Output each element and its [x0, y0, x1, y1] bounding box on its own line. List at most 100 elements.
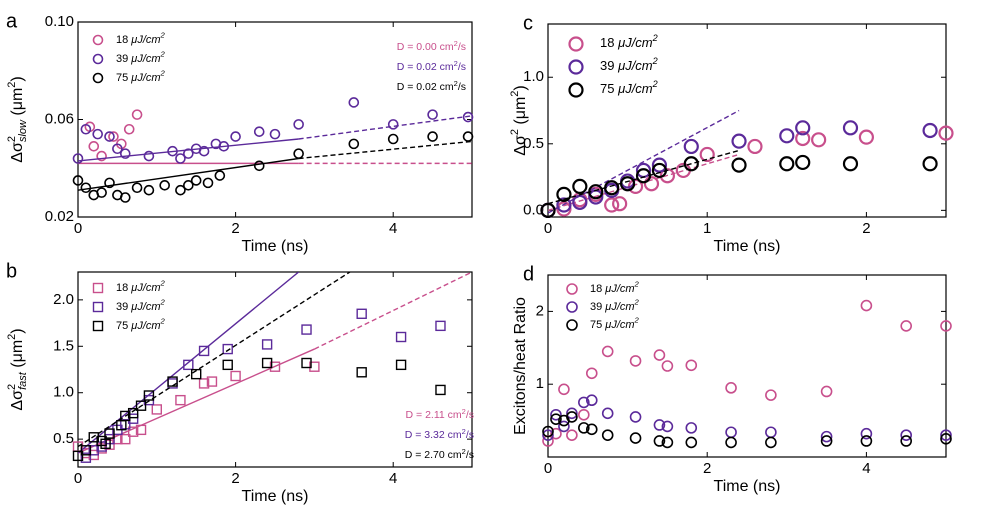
data-point	[206, 376, 218, 387]
data-point	[222, 359, 233, 371]
legend-label: 39 μJ/cm2	[116, 298, 166, 313]
y-tick-label: 1	[536, 375, 544, 392]
legend-label: 18 μJ/cm2	[116, 31, 166, 46]
data-point	[131, 109, 143, 120]
data-point	[127, 407, 139, 419]
data-point	[356, 367, 367, 378]
y-tick-label: 0.02	[45, 208, 74, 225]
legend-label: 18 μJ/cm2	[116, 279, 166, 294]
panel-b: 0 2 4 0.5 1.0 1.5 2.0 Time (ns) Δσ2fast (μm2) b 18…	[6, 260, 474, 505]
data-point	[435, 384, 446, 396]
data-point	[585, 394, 598, 407]
annotation: D = 3.32 cm2/s	[405, 427, 474, 441]
data-point	[820, 430, 833, 443]
data-point	[143, 184, 155, 196]
data-point	[427, 131, 438, 142]
y-tick-label: 1.5	[53, 337, 74, 354]
data-point	[940, 432, 952, 445]
data-point	[604, 197, 620, 213]
data-point	[293, 119, 304, 130]
x-tick-label: 4	[389, 470, 397, 487]
data-point	[301, 357, 312, 369]
data-point	[731, 157, 747, 173]
panel-label: b	[6, 260, 17, 282]
data-point	[550, 427, 562, 440]
y-tick-label: 0.5	[53, 430, 74, 447]
fit-line-dashed	[314, 272, 472, 350]
legend: 18 μJ/cm2 39 μJ/cm2 75 μJ/cm2	[92, 31, 166, 84]
data-point	[842, 156, 859, 172]
series-markers-1	[542, 394, 952, 443]
series-markers-2	[72, 131, 474, 203]
plot-frame	[547, 274, 947, 458]
data-point	[566, 429, 578, 441]
data-point	[725, 436, 737, 449]
series-markers-1	[80, 308, 446, 463]
series-1	[78, 272, 300, 454]
legend-marker	[92, 72, 104, 84]
data-point	[202, 177, 214, 189]
data-point	[462, 111, 474, 123]
legend-marker	[92, 320, 104, 332]
annotation: D = 2.70 cm2/s	[405, 447, 474, 461]
data-point	[387, 119, 399, 130]
data-point	[566, 411, 578, 423]
fit-line	[78, 348, 315, 454]
data-point	[900, 320, 913, 332]
y-axis-label: Δσ2slow (μm2)	[6, 76, 29, 162]
data-point	[301, 324, 312, 335]
data-point	[218, 141, 230, 152]
data-point	[699, 146, 715, 163]
data-point	[253, 160, 265, 172]
annotation: D = 2.11 cm2/s	[406, 407, 474, 421]
data-point	[556, 186, 572, 202]
y-axis-label: Δσ2 (μm2)	[509, 85, 529, 155]
y-tick-label: 0.0	[523, 201, 544, 218]
fit-line	[78, 272, 300, 454]
data-point	[96, 187, 107, 198]
data-point	[72, 153, 84, 164]
series-0	[78, 272, 472, 454]
data-point	[143, 390, 155, 401]
data-point	[938, 125, 954, 141]
data-point	[940, 429, 952, 441]
data-point	[685, 436, 698, 449]
panel-a: 0 2 4 0.02 0.06 0.10 Time (ns) Δσ2slow (μm2) a 18…	[6, 10, 474, 255]
data-point	[556, 197, 572, 213]
data-point	[356, 308, 367, 319]
data-point	[860, 435, 873, 447]
legend-marker	[92, 53, 104, 65]
data-point	[88, 141, 100, 152]
x-axis-label: Time (ns)	[242, 238, 309, 255]
series-markers-2	[72, 357, 446, 462]
data-point	[588, 184, 604, 200]
data-point	[725, 426, 737, 439]
legend-marker	[566, 319, 578, 331]
panel-label: c	[523, 12, 533, 34]
data-point	[159, 180, 170, 191]
panel-label: d	[523, 263, 534, 285]
data-point	[198, 145, 210, 157]
data-point	[922, 122, 938, 139]
data-point	[435, 320, 446, 332]
legend-marker	[92, 301, 104, 313]
legend-marker	[568, 36, 584, 52]
data-point	[88, 445, 99, 456]
x-tick-label: 0	[544, 460, 552, 477]
data-point	[765, 426, 777, 439]
x-tick-label: 2	[231, 470, 239, 487]
data-point	[653, 349, 666, 361]
y-tick-label: 0.10	[45, 13, 74, 30]
data-point	[183, 359, 194, 371]
data-point	[540, 202, 556, 218]
y-tick-label: 2	[536, 302, 544, 319]
legend-label: 75 μJ/cm2	[600, 79, 658, 96]
series-markers-1	[72, 97, 474, 164]
series-markers-1	[540, 120, 938, 218]
data-point	[198, 345, 210, 357]
legend-marker	[566, 283, 578, 295]
data-point	[96, 150, 107, 162]
data-point	[900, 435, 913, 447]
legend-marker	[92, 34, 104, 46]
data-point	[779, 156, 795, 172]
